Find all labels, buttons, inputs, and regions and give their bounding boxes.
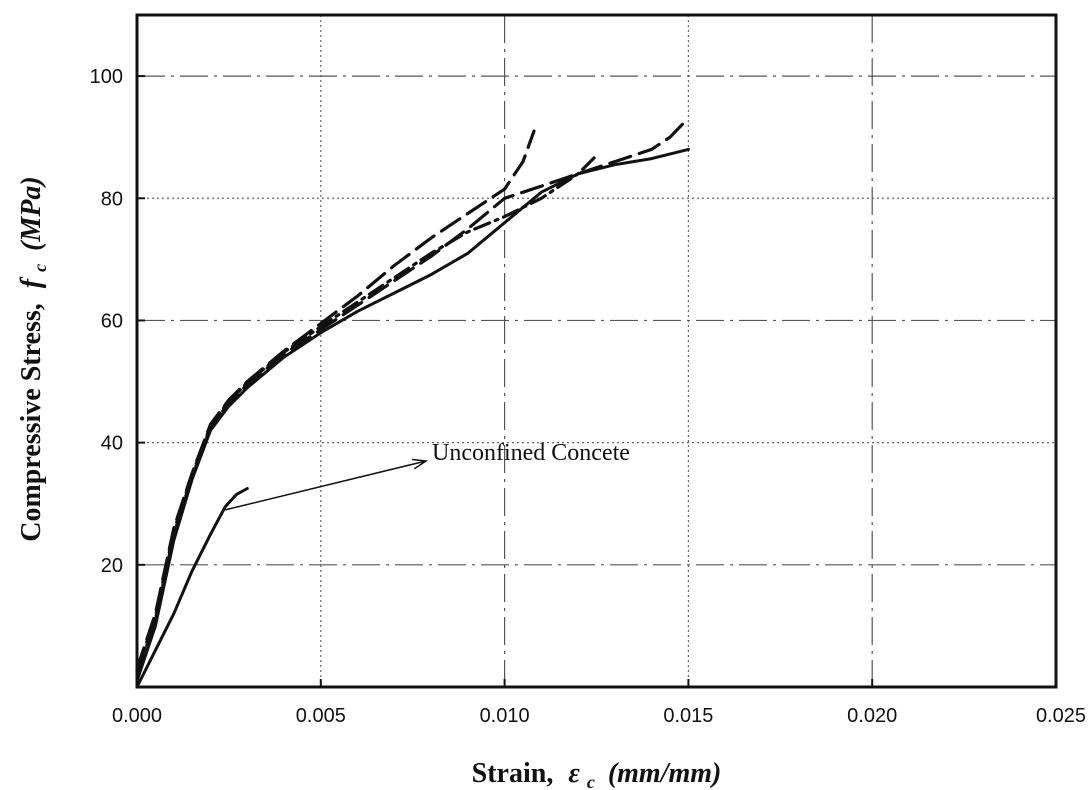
x-axis-title-sub: c <box>587 772 595 790</box>
x-tick-label: 0.005 <box>296 705 346 727</box>
y-axis-title-unit: (MPa) <box>16 176 47 251</box>
series-line-4 <box>135 153 599 674</box>
annotation-arrowhead <box>412 458 429 470</box>
y-tick-label: 60 <box>101 310 123 332</box>
series-line-2 <box>135 129 536 671</box>
y-axis-title-prefix: Compressive Stress, <box>16 303 47 542</box>
y-axis-title: Compressive Stress, f c (MPa) <box>16 176 53 542</box>
gridlines <box>137 15 1056 687</box>
x-axis-title-prefix: Strain, <box>472 758 554 789</box>
series-line-5 <box>135 487 249 689</box>
y-tick-label: 80 <box>101 188 123 210</box>
plot-frame <box>135 13 1058 689</box>
x-tick-labels: 0.000 0.005 0.010 0.015 0.020 0.025 <box>112 679 1086 727</box>
x-tick-label: 0.000 <box>112 705 162 727</box>
x-tick-label: 0.020 <box>847 705 897 727</box>
y-axis-title-sub: c <box>30 264 50 272</box>
data-series <box>135 120 690 689</box>
x-axis-title-unit: (mm/mm) <box>608 758 722 789</box>
x-tick-label: 0.015 <box>663 705 713 727</box>
y-axis-title-symbol: f <box>16 276 47 288</box>
x-tick-label: 0.010 <box>480 705 530 727</box>
y-tick-label: 100 <box>90 66 123 88</box>
annotation: Unconfined Concete <box>225 440 630 511</box>
x-tick-label: 0.025 <box>1036 705 1086 727</box>
x-axis-title: Strain, ε c (mm/mm) <box>472 758 722 790</box>
annotation-arrow <box>225 460 427 511</box>
y-tick-label: 40 <box>101 433 123 455</box>
annotation-label: Unconfined Concete <box>432 440 630 466</box>
x-axis-title-symbol: ε <box>568 758 580 789</box>
y-tick-label: 20 <box>101 555 123 577</box>
series-line-3 <box>135 120 687 677</box>
y-tick-labels: 20 40 60 80 100 <box>90 66 145 577</box>
